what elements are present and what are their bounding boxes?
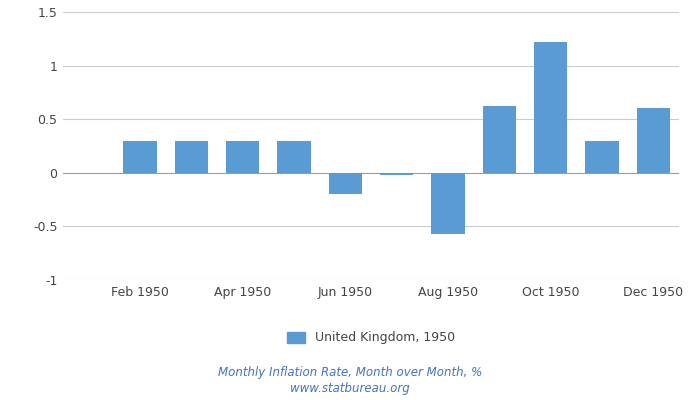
Bar — [431, 173, 465, 234]
Bar — [483, 106, 516, 173]
Bar — [585, 141, 619, 173]
Bar — [380, 173, 413, 175]
Bar — [174, 141, 208, 173]
Bar — [329, 173, 362, 194]
Text: Monthly Inflation Rate, Month over Month, %: Monthly Inflation Rate, Month over Month… — [218, 366, 482, 379]
Bar — [226, 141, 259, 173]
Legend: United Kingdom, 1950: United Kingdom, 1950 — [281, 326, 461, 350]
Bar — [277, 141, 311, 173]
Bar — [123, 141, 157, 173]
Bar — [534, 42, 567, 173]
Text: www.statbureau.org: www.statbureau.org — [290, 382, 410, 395]
Bar — [637, 108, 670, 173]
